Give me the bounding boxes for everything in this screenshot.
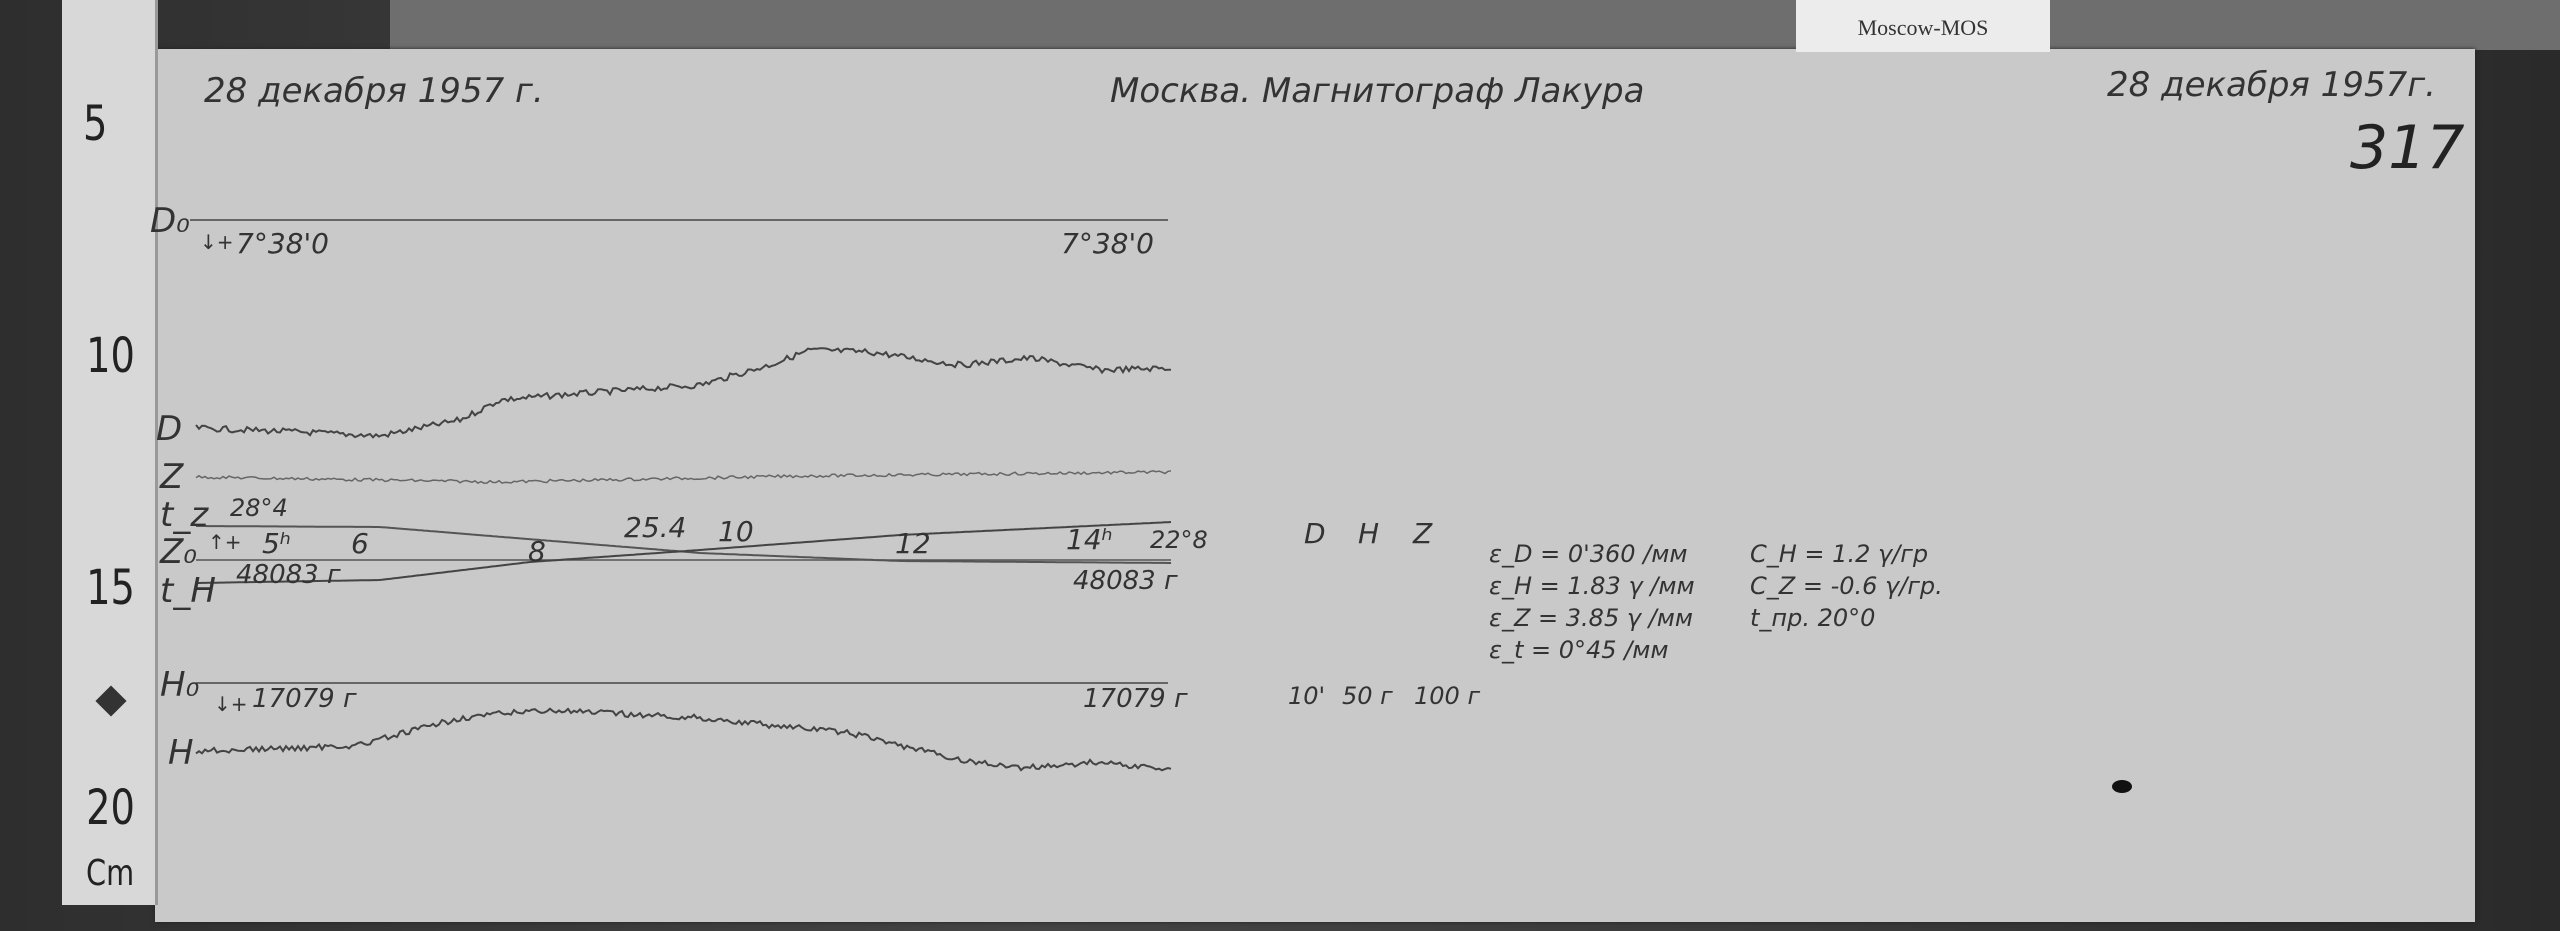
h0-right-value: 17079 г xyxy=(1083,684,1188,714)
h0-label: H₀ xyxy=(160,665,200,705)
scale-foot-d: 10' xyxy=(1288,682,1326,710)
const-eps-t: ε_t = 0°45 /мм xyxy=(1489,636,1669,664)
z-trace xyxy=(195,470,1172,484)
hour-label: 12 xyxy=(895,527,931,560)
top-strip xyxy=(390,0,2560,50)
d0-left-value: 7°38'0 xyxy=(236,227,329,260)
const-c-z: C_Z = -0.6 γ/гр. xyxy=(1750,572,1943,600)
hour-label: 14ʰ xyxy=(1066,523,1113,556)
h0-sign: ↓+ xyxy=(214,692,248,716)
scale-head-d: D xyxy=(1304,517,1326,550)
h0-left-value: 17079 г xyxy=(252,684,357,714)
ruler-mark: 20 xyxy=(86,780,135,836)
z0-label: Z₀ xyxy=(160,532,197,572)
station-tag: Moscow-MOS xyxy=(1796,0,2050,52)
tz-label: t_z xyxy=(160,495,209,535)
date-left: 28 декабря 1957 г. xyxy=(204,71,544,111)
scale-foot-z: 100 г xyxy=(1414,682,1481,710)
ruler-mark: 15 xyxy=(86,560,135,616)
hour-label: 10 xyxy=(718,515,754,548)
z0-sign: ↑+ xyxy=(208,530,242,554)
temp-mid: 25.4 xyxy=(624,511,687,544)
const-eps-h: ε_H = 1.83 γ /мм xyxy=(1489,572,1695,600)
magnetogram-sheet xyxy=(155,49,2475,922)
ruler-mark: 10 xyxy=(86,328,135,384)
const-c-h: C_H = 1.2 γ/гр xyxy=(1750,540,1929,568)
d0-sign: ↓+ xyxy=(200,230,234,254)
z-label: Z xyxy=(160,457,184,497)
const-eps-z: ε_Z = 3.85 γ /мм xyxy=(1489,604,1693,632)
tz-value: 28°4 xyxy=(230,494,288,522)
hour-label: 5ʰ xyxy=(262,527,291,560)
temp-right: 22°8 xyxy=(1150,526,1208,554)
const-t: t_пр. 20°0 xyxy=(1750,604,1876,632)
ink-spot xyxy=(2112,780,2132,793)
hour-label: 8 xyxy=(528,535,546,568)
ruler-unit: Cm xyxy=(86,853,135,894)
d-trace xyxy=(195,347,1172,439)
scale-head-h: H xyxy=(1358,517,1380,550)
d0-right-value: 7°38'0 xyxy=(1061,227,1154,260)
th-label: t_H xyxy=(160,571,216,611)
scale-foot-h: 50 г xyxy=(1342,682,1393,710)
h-label: H xyxy=(168,733,194,773)
ruler xyxy=(62,0,158,905)
scale-head-z: Z xyxy=(1413,517,1433,550)
z0-left-value: 48083 г xyxy=(236,560,341,590)
title: Москва. Магнитограф Лакура xyxy=(1110,71,1645,111)
date-right: 28 декабря 1957г. xyxy=(2107,65,2436,105)
th-curve xyxy=(196,521,1172,584)
hour-label: 6 xyxy=(351,527,369,560)
h-trace xyxy=(195,707,1172,772)
sheet-number: 317 xyxy=(2350,113,2465,183)
z0-right-value: 48083 г xyxy=(1073,566,1178,596)
d0-label: D₀ xyxy=(150,201,190,241)
ruler-mark: 5 xyxy=(83,96,108,152)
d-label: D xyxy=(156,409,183,449)
const-eps-d: ε_D = 0'360 /мм xyxy=(1489,540,1688,568)
